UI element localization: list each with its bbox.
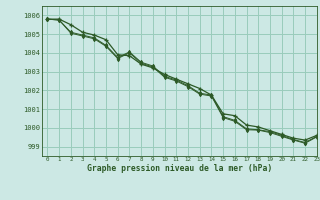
X-axis label: Graphe pression niveau de la mer (hPa): Graphe pression niveau de la mer (hPa) (87, 164, 272, 173)
